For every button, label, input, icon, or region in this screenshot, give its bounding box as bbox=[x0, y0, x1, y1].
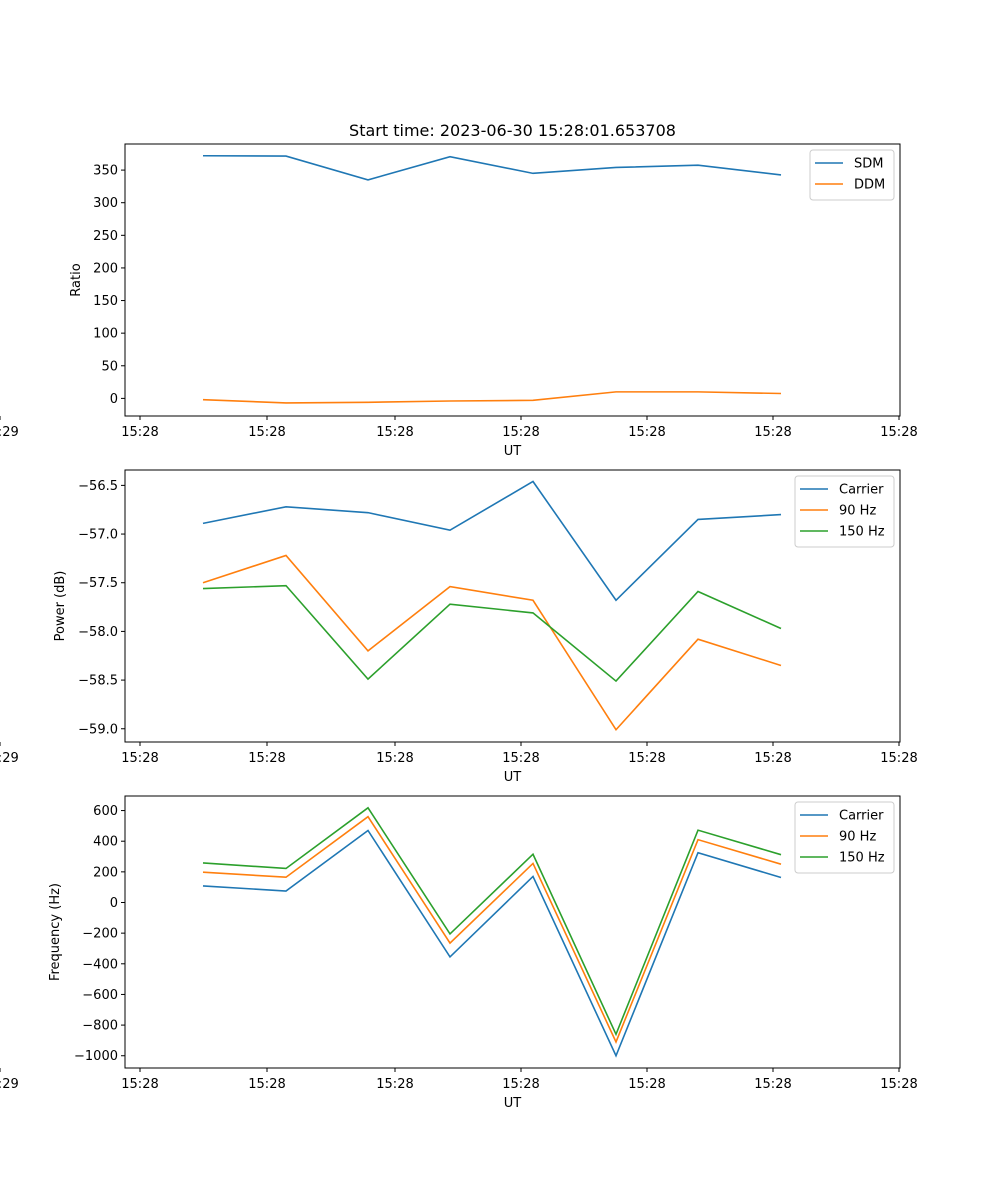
ratio-y-tick-label: 300 bbox=[93, 196, 118, 211]
power-x-tick-label: 15:28 bbox=[754, 751, 791, 766]
ratio-x-tick-label: 15:28 bbox=[248, 425, 285, 440]
power-legend-label-carrier: Carrier bbox=[839, 483, 884, 498]
power-x-tick-label: 15:28 bbox=[880, 751, 917, 766]
frequency-plot-area bbox=[125, 796, 900, 1068]
frequency-legend-label-150-hz: 150 Hz bbox=[839, 851, 885, 866]
power-x-tick-label: 15:28 bbox=[376, 751, 413, 766]
frequency-x-tick-label: 15:28 bbox=[248, 1077, 285, 1092]
frequency-axes-frame bbox=[124, 795, 901, 1069]
frequency-y-tick-label: 400 bbox=[93, 835, 118, 850]
ratio-x-tick-label: 15:28 bbox=[628, 425, 665, 440]
ratio-y-tick-label: 250 bbox=[93, 229, 118, 244]
ratio-y-tick-label: 100 bbox=[93, 327, 118, 342]
power-x-axis-label: UT bbox=[504, 770, 522, 785]
frequency-y-tick-label: −800 bbox=[82, 1019, 118, 1034]
power-series-carrier-line bbox=[202, 480, 782, 602]
ratio-series-sdm-line bbox=[202, 154, 782, 181]
power-y-tick-label: −59.0 bbox=[78, 722, 118, 737]
frequency-series-90-hz-line bbox=[202, 815, 782, 1044]
frequency-y-tick-label: −600 bbox=[82, 988, 118, 1003]
power-series-90-hz-line bbox=[202, 554, 782, 732]
ratio-legend-label-sdm: SDM bbox=[854, 157, 883, 172]
power-y-tick-label: −57.0 bbox=[78, 528, 118, 543]
frequency-x-tick-label: 15:28 bbox=[502, 1077, 539, 1092]
ratio-y-tick-label: 350 bbox=[93, 164, 118, 179]
power-plot-area bbox=[125, 470, 900, 742]
power-x-tick-label: 15:28 bbox=[628, 751, 665, 766]
frequency-legend-box bbox=[794, 801, 895, 874]
frequency-series-150-hz-line bbox=[202, 806, 782, 1037]
frequency-x-tick-label: 15:28 bbox=[628, 1077, 665, 1092]
power-legend: Carrier 90 Hz 150 Hz bbox=[794, 475, 895, 548]
power-x-tick-label: 15:28 bbox=[502, 751, 539, 766]
power-x-tick-label: 15:28 bbox=[121, 751, 158, 766]
frequency-y-tick-label: 600 bbox=[93, 804, 118, 819]
frequency-y-axis-label: Frequency (Hz) bbox=[48, 883, 63, 981]
ratio-axes-frame bbox=[124, 143, 901, 417]
ratio-y-tick-label: 50 bbox=[101, 359, 118, 374]
power-legend-box bbox=[794, 475, 895, 548]
power-legend-label-150-hz: 150 Hz bbox=[839, 525, 885, 540]
ratio-x-tick-label: 15:28 bbox=[502, 425, 539, 440]
frequency-y-tick-label: 0 bbox=[110, 896, 118, 911]
ratio-y-axis-label: Ratio bbox=[69, 263, 84, 296]
ratio-y-tick-label: 200 bbox=[93, 261, 118, 276]
frequency-x-tick-label: 15:28 bbox=[754, 1077, 791, 1092]
frequency-y-tick-label: −1000 bbox=[74, 1049, 118, 1064]
power-axes-frame bbox=[124, 469, 901, 743]
frequency-x-tick-label: 15:28 bbox=[121, 1077, 158, 1092]
ratio-x-axis-label: UT bbox=[504, 444, 522, 459]
frequency-legend-label-carrier: Carrier bbox=[839, 809, 884, 824]
frequency-x-tick-label: 15:28 bbox=[376, 1077, 413, 1092]
power-legend-label-90-hz: 90 Hz bbox=[839, 504, 876, 519]
ratio-x-tick-label: 15:28 bbox=[376, 425, 413, 440]
power-y-axis-label: Power (dB) bbox=[53, 571, 68, 642]
power-series-150-hz-line bbox=[202, 584, 782, 683]
frequency-series-carrier-line bbox=[202, 829, 782, 1058]
power-y-tick-label: −58.5 bbox=[78, 674, 118, 689]
power-y-tick-label: −57.5 bbox=[78, 576, 118, 591]
ratio-series-ddm-line bbox=[202, 391, 782, 404]
ratio-legend: SDM DDM bbox=[809, 149, 895, 201]
ratio-x-tick-label: 15:28 bbox=[121, 425, 158, 440]
power-x-tick-label: 15:28 bbox=[248, 751, 285, 766]
frequency-legend: Carrier 90 Hz 150 Hz bbox=[794, 801, 895, 874]
ratio-x-tick-label: 15:28 bbox=[880, 425, 917, 440]
frequency-x-tick-label: 15:28 bbox=[880, 1077, 917, 1092]
ratio-legend-label-ddm: DDM bbox=[854, 178, 885, 193]
power-y-tick-label: −56.5 bbox=[78, 479, 118, 494]
frequency-y-tick-label: −200 bbox=[82, 927, 118, 942]
ratio-x-tick-label: 15:29 bbox=[0, 425, 19, 440]
ratio-y-tick-label: 0 bbox=[110, 392, 118, 407]
figure-title: Start time: 2023-06-30 15:28:01.653708 bbox=[349, 121, 676, 140]
ratio-y-tick-label: 150 bbox=[93, 294, 118, 309]
power-panel: −59.0 −58.5 −58.0 −57.5 −57.0 −56.5 15:28 15:28… bbox=[0, 469, 918, 785]
power-x-tick-label: 15:29 bbox=[0, 751, 19, 766]
frequency-x-tick-label: 15:29 bbox=[0, 1077, 19, 1092]
power-y-tick-label: −58.0 bbox=[78, 625, 118, 640]
frequency-y-tick-label: −400 bbox=[82, 957, 118, 972]
frequency-x-axis-label: UT bbox=[504, 1096, 522, 1111]
frequency-y-tick-label: 200 bbox=[93, 865, 118, 880]
frequency-legend-label-90-hz: 90 Hz bbox=[839, 830, 876, 845]
ratio-panel: 0 50 100 150 200 250 300 350 15:28 15:28 15:28 15:2… bbox=[0, 143, 918, 459]
ratio-x-tick-label: 15:28 bbox=[754, 425, 791, 440]
frequency-panel: −1000 −800 −600 −400 −200 0 200 400 600 15:28 15:2… bbox=[0, 795, 918, 1111]
ratio-plot-area bbox=[125, 144, 900, 416]
